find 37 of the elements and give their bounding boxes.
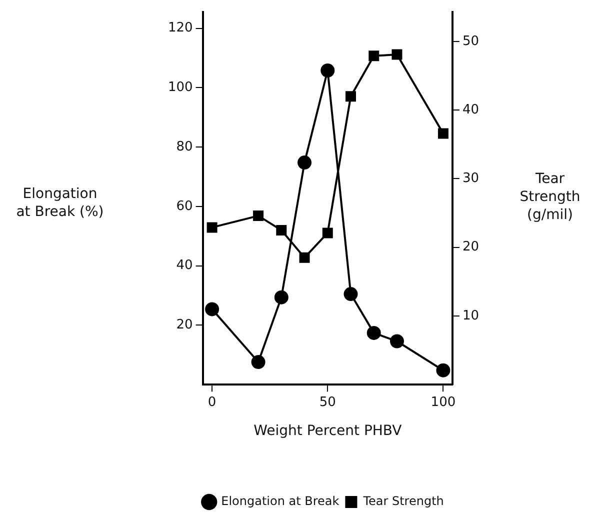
y2-tick-label: 10 [462,308,480,324]
y-tick-label: 20 [176,318,193,333]
point [298,156,312,170]
point [276,224,287,236]
point [366,326,381,340]
point [251,355,266,370]
y-tick-label: 80 [176,139,193,154]
x-tick-label: 0 [208,394,216,410]
legend-label: Elongation at Break [221,494,340,508]
y2-tick-label: 50 [462,34,480,49]
y2-axis-title: Tear Strength (g/mil) [518,170,582,224]
point [344,287,358,302]
y-tick-label: 60 [176,198,193,214]
point [368,50,380,62]
point [438,128,448,139]
y-tick-label: 40 [176,258,193,274]
y2-tick-label: 30 [462,171,480,186]
point [390,334,404,348]
point [206,222,218,233]
point [299,252,310,263]
y-tick-label: 120 [168,20,193,36]
y2-tick-label: 40 [462,102,480,118]
point [253,210,264,222]
point [322,228,333,238]
y-tick-label: 100 [168,80,193,96]
y-axis-title: Elongation at Break (%) [15,185,105,221]
x-tick-label: 50 [319,394,336,410]
point [274,290,288,304]
x-tick-label: 100 [430,394,456,410]
point [346,91,356,102]
point [320,63,335,78]
point [436,363,450,378]
x-axis-title: Weight Percent PHBV [254,423,402,440]
point [205,302,220,316]
y2-tick-label: 20 [462,240,480,255]
legend-label: Tear Strength [362,494,444,508]
point [392,49,402,60]
